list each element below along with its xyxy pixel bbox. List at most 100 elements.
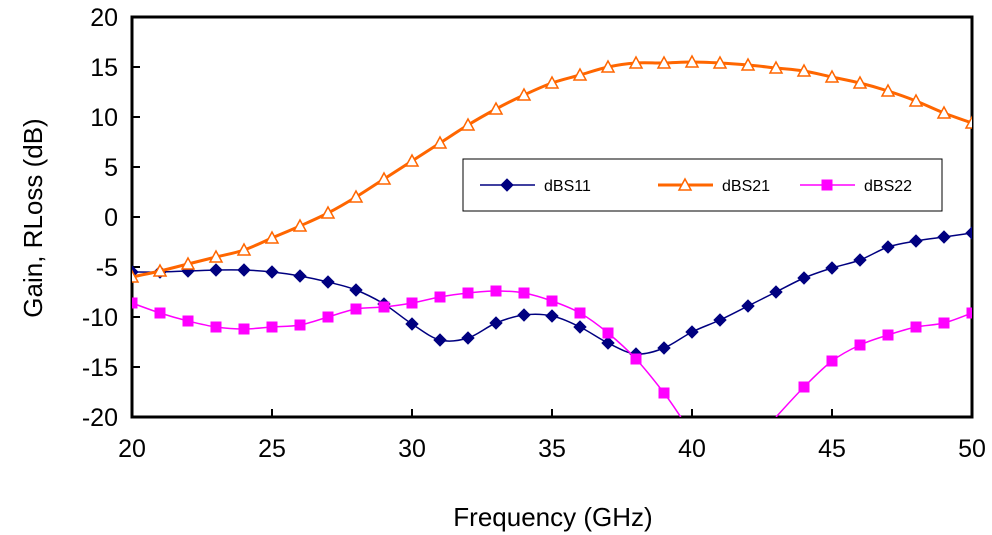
point-dbs22 (630, 353, 642, 365)
point-dbs22 (798, 381, 810, 393)
point-dbs21 (880, 83, 896, 97)
point-dbs22 (238, 323, 250, 335)
point-dbs22 (210, 321, 222, 333)
x-tick-label: 25 (258, 435, 286, 463)
point-dbs22 (910, 321, 922, 333)
x-tick-label: 50 (958, 435, 986, 463)
point-dbs22 (966, 307, 972, 319)
point-dbs21 (516, 87, 532, 101)
legend-label-dbs21: dBS21 (722, 178, 770, 195)
point-dbs21 (628, 55, 644, 69)
y-tick-label: 0 (104, 204, 118, 232)
point-dbs11 (937, 230, 951, 244)
point-dbs21 (768, 60, 784, 74)
point-dbs21 (740, 57, 756, 71)
point-dbs11 (853, 253, 867, 267)
y-tick-label: 5 (104, 154, 118, 182)
y-tick-label: -10 (82, 304, 118, 332)
series-line-dbs22 (132, 290, 682, 417)
point-dbs21 (152, 263, 168, 277)
point-dbs21 (460, 117, 476, 131)
point-dbs22 (658, 387, 670, 399)
point-dbs22 (490, 285, 502, 297)
point-dbs11 (741, 299, 755, 313)
point-dbs11 (489, 316, 503, 330)
y-tick-label: -5 (96, 254, 118, 282)
point-dbs11 (349, 283, 363, 297)
point-dbs11 (293, 269, 307, 283)
point-dbs11 (825, 261, 839, 275)
series-line-dbs22 (775, 312, 972, 417)
point-dbs22 (854, 339, 866, 351)
point-dbs21 (572, 67, 588, 81)
point-dbs11 (461, 331, 475, 345)
point-dbs21 (320, 205, 336, 219)
point-dbs21 (544, 75, 560, 89)
y-tick-label: -20 (82, 404, 118, 432)
series-line-dbs11 (132, 232, 972, 355)
point-dbs11 (601, 336, 615, 350)
legend-label-dbs22: dBS22 (864, 178, 912, 195)
point-dbs21 (964, 115, 972, 129)
legend-marker-dbs11 (500, 178, 514, 192)
point-dbs11 (209, 263, 223, 277)
point-dbs11 (237, 263, 251, 277)
point-dbs11 (321, 275, 335, 289)
point-dbs22 (826, 355, 838, 367)
point-dbs21 (936, 105, 952, 119)
y-axis-title: Gain, RLoss (dB) (18, 118, 48, 317)
x-axis-title: Frequency (GHz) (453, 502, 652, 532)
point-dbs22 (518, 287, 530, 299)
point-dbs21 (376, 171, 392, 185)
series-dbs22 (132, 285, 972, 417)
y-tick-label: 15 (90, 54, 118, 82)
point-dbs11 (769, 285, 783, 299)
x-tick-label: 30 (398, 435, 426, 463)
point-dbs21 (264, 230, 280, 244)
point-dbs22 (154, 307, 166, 319)
point-dbs21 (292, 218, 308, 232)
point-dbs21 (180, 256, 196, 270)
point-dbs21 (684, 54, 700, 68)
point-dbs21 (404, 153, 420, 167)
point-dbs22 (322, 311, 334, 323)
point-dbs22 (182, 315, 194, 327)
y-tick-label: 10 (90, 104, 118, 132)
point-dbs22 (350, 303, 362, 315)
point-dbs21 (348, 189, 364, 203)
point-dbs11 (685, 325, 699, 339)
point-dbs22 (434, 291, 446, 303)
point-dbs21 (908, 93, 924, 107)
y-tick-label: 20 (90, 4, 118, 32)
point-dbs21 (488, 101, 504, 115)
point-dbs11 (909, 234, 923, 248)
legend-label-dbs11: dBS11 (544, 178, 591, 195)
point-dbs11 (713, 313, 727, 327)
x-tick-label: 45 (818, 435, 846, 463)
point-dbs21 (712, 55, 728, 69)
point-dbs22 (294, 319, 306, 331)
point-dbs21 (656, 55, 672, 69)
point-dbs22 (602, 327, 614, 339)
point-dbs21 (236, 242, 252, 256)
legend-marker-dbs21 (677, 177, 693, 191)
x-tick-label: 40 (678, 435, 706, 463)
point-dbs22 (266, 321, 278, 333)
point-dbs11 (573, 320, 587, 334)
point-dbs11 (657, 341, 671, 355)
point-dbs22 (546, 295, 558, 307)
x-tick-label: 20 (118, 435, 146, 463)
legend: dBS11 dBS21 dBS22 (462, 158, 943, 212)
point-dbs11 (405, 317, 419, 331)
point-dbs11 (881, 240, 895, 254)
point-dbs22 (378, 301, 390, 313)
point-dbs21 (600, 59, 616, 73)
point-dbs22 (938, 317, 950, 329)
point-dbs22 (574, 307, 586, 319)
point-dbs21 (796, 63, 812, 77)
point-dbs11 (517, 308, 531, 322)
point-dbs22 (406, 297, 418, 309)
point-dbs21 (432, 135, 448, 149)
x-tick-label: 35 (538, 435, 566, 463)
